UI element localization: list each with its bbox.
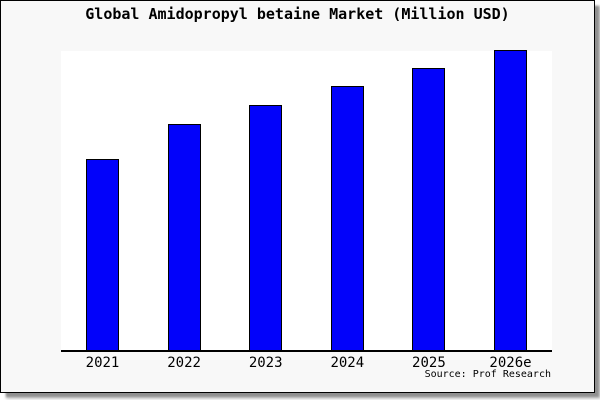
x-tick-label-2026e: 2026e	[489, 355, 532, 371]
bar-2025	[412, 68, 446, 350]
bar-2022	[167, 124, 201, 350]
x-tick-label-2022: 2022	[167, 355, 201, 371]
plot-area	[61, 50, 552, 352]
x-tick-label-2024: 2024	[330, 355, 365, 371]
chart-title: Global Amidopropyl betaine Market (Milli…	[85, 5, 510, 23]
chart-card: Global Amidopropyl betaine Market (Milli…	[0, 0, 595, 393]
bar-2026e	[494, 50, 527, 350]
bar-2024	[330, 86, 364, 350]
source-credit: Source: Prof Research	[424, 369, 551, 380]
x-tick-label-2021: 2021	[85, 355, 120, 371]
x-tick-label-2025: 2025	[412, 355, 446, 371]
x-tick-label-2023: 2023	[248, 355, 283, 371]
bar-2023	[249, 105, 283, 350]
bar-2021	[86, 159, 119, 350]
